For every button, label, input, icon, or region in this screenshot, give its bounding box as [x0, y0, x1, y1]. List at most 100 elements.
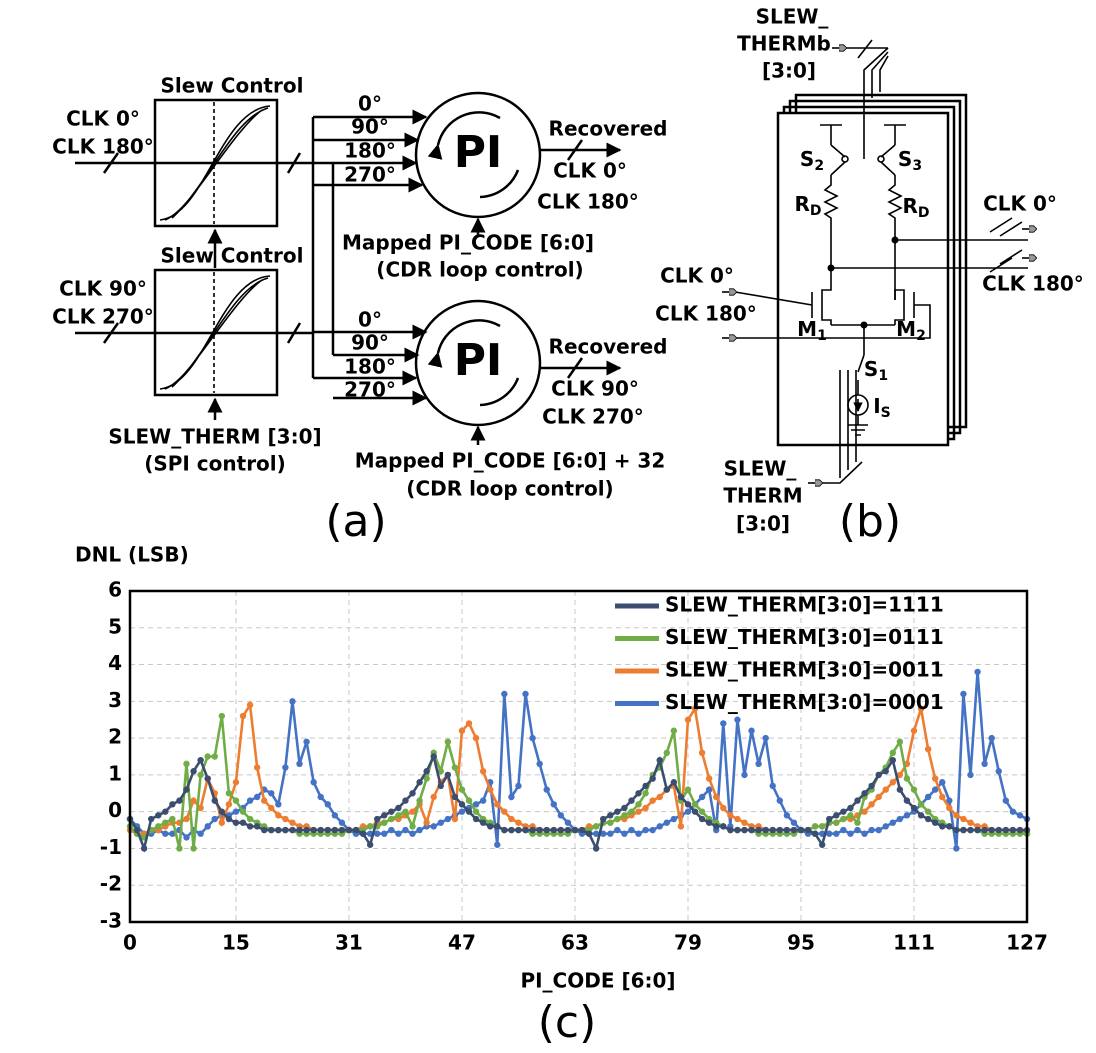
point: [239, 808, 247, 815]
y-axis-label: DNL (LSB): [75, 543, 189, 567]
point: [826, 815, 833, 823]
point: [289, 698, 296, 705]
point: [1016, 812, 1024, 819]
point: [479, 797, 487, 804]
point: [720, 823, 727, 830]
x-tick-label: 31: [335, 931, 363, 955]
chart: DNL (LSB) PI_CODE [6:0] (c) -3 -2 -1 0 1 2 3 4 5…: [75, 543, 1048, 1049]
point: [529, 734, 536, 742]
point: [896, 815, 904, 823]
plot-frame: [128, 589, 1029, 924]
point: [649, 775, 656, 782]
point: [345, 826, 353, 834]
point: [924, 745, 932, 753]
point: [967, 826, 974, 834]
point: [818, 841, 826, 848]
point: [868, 801, 875, 808]
point: [960, 826, 967, 834]
point: [875, 826, 882, 834]
point: [303, 738, 310, 745]
label-main: M: [797, 317, 817, 341]
point: [416, 779, 423, 786]
point: [663, 786, 670, 793]
label: CLK 180°: [537, 190, 639, 214]
point: [840, 808, 847, 815]
point: [155, 812, 162, 819]
panel-a: Slew Control Slew Control CLK 0° CLK 180…: [52, 74, 667, 548]
point: [366, 823, 374, 830]
point: [374, 815, 381, 823]
point: [614, 808, 621, 815]
point: [847, 830, 854, 837]
label: Slew Control: [161, 244, 304, 268]
point: [536, 826, 543, 834]
point: [381, 830, 388, 837]
point: [592, 845, 600, 852]
point: [183, 834, 190, 841]
panel-b: SLEW_ THERMb [3:0] S2 S3 RD RD CLK 0° CL…: [655, 5, 1084, 548]
point: [458, 808, 466, 815]
point: [755, 826, 762, 834]
point: [677, 823, 685, 830]
point: [854, 819, 861, 826]
label-main: M: [896, 317, 916, 341]
label: S1: [864, 357, 888, 385]
point: [218, 819, 226, 826]
point: [423, 768, 430, 775]
point: [635, 830, 642, 837]
point: [592, 823, 600, 830]
point: [614, 826, 621, 834]
point: [147, 815, 155, 823]
point: [183, 786, 190, 793]
point: [642, 826, 649, 834]
point: [713, 823, 720, 830]
point: [331, 826, 339, 834]
point: [889, 756, 897, 764]
point: [974, 668, 981, 676]
point: [635, 790, 642, 797]
point: [981, 760, 988, 768]
point: [416, 826, 423, 834]
point: [1009, 808, 1017, 815]
point: [635, 808, 642, 815]
point: [437, 819, 444, 826]
point: [607, 819, 614, 826]
legend-label: SLEW_THERM[3:0]=0111: [665, 625, 944, 649]
label: (CDR loop control): [406, 477, 613, 501]
point: [868, 782, 875, 790]
point: [889, 779, 897, 786]
label: 180°: [344, 139, 396, 163]
point: [508, 793, 515, 801]
switch: [830, 144, 896, 158]
point: [585, 830, 593, 837]
point: [430, 753, 437, 760]
point: [698, 815, 706, 823]
label: CLK 0°: [983, 192, 1057, 216]
y-tick-label: 3: [108, 688, 122, 712]
label-main: I: [873, 394, 880, 418]
point: [847, 804, 854, 812]
point: [338, 819, 346, 826]
point: [882, 768, 889, 775]
point: [437, 782, 444, 790]
y-tick-label: 5: [108, 614, 122, 638]
label: 270°: [344, 163, 396, 187]
point: [684, 801, 692, 808]
point: [776, 826, 783, 834]
point: [988, 734, 995, 742]
point: [783, 826, 791, 834]
point: [769, 782, 776, 790]
bus-slash: [286, 322, 302, 344]
point: [366, 841, 374, 848]
point: [861, 808, 868, 815]
point: [508, 815, 515, 823]
point: [684, 786, 692, 793]
point: [762, 734, 769, 742]
label-sub: S: [881, 405, 891, 421]
bus: [845, 39, 889, 112]
point: [204, 775, 211, 782]
point: [430, 793, 437, 801]
point: [260, 826, 268, 834]
bus: [815, 461, 863, 484]
